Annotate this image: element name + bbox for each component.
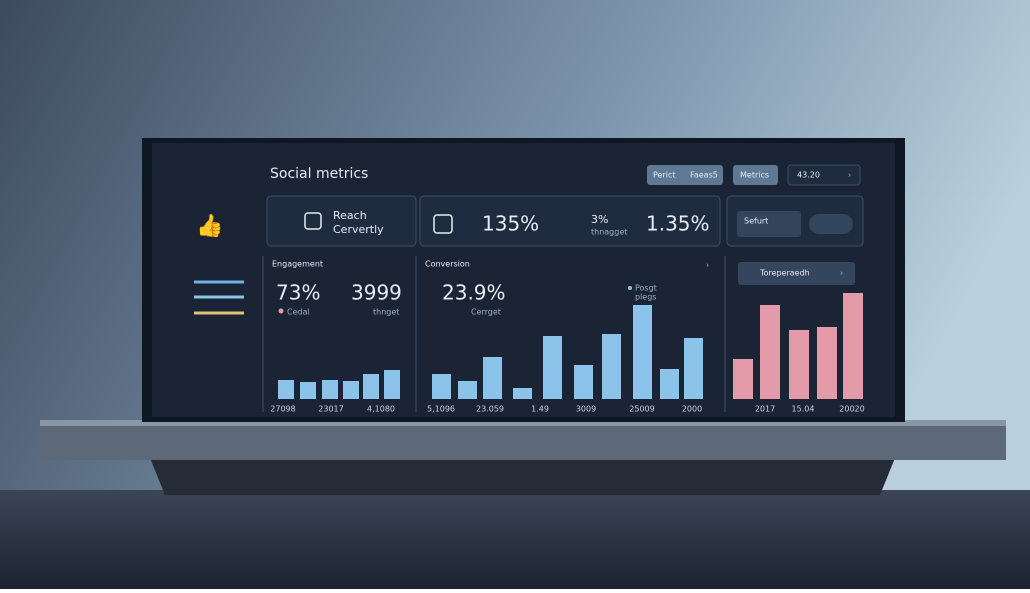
date-select[interactable] bbox=[787, 164, 861, 186]
toggle[interactable] bbox=[809, 214, 853, 234]
x-label: 20020 bbox=[839, 405, 864, 414]
bar bbox=[843, 293, 863, 399]
x-label: 15.04 bbox=[792, 405, 815, 414]
bar bbox=[789, 330, 809, 399]
legend-dot bbox=[628, 286, 632, 290]
arrow: › bbox=[706, 261, 709, 270]
metric: 23.9% bbox=[442, 281, 506, 305]
x-label: 25009 bbox=[629, 405, 654, 414]
shelf-edge bbox=[40, 420, 1006, 426]
lock-icon bbox=[304, 212, 322, 230]
bar bbox=[363, 374, 379, 399]
panel-title: Conversion bbox=[425, 260, 470, 269]
bar bbox=[432, 374, 451, 399]
x-label: 5,1096 bbox=[427, 405, 455, 414]
stat: 1.35% bbox=[646, 212, 710, 236]
x-label: 3009 bbox=[576, 405, 596, 414]
like-icon: 👍 bbox=[196, 213, 223, 239]
card-sub: Cervertly bbox=[333, 223, 384, 236]
x-label: 23.059 bbox=[476, 405, 504, 414]
select-box[interactable] bbox=[737, 211, 801, 237]
metric-label: Cedal bbox=[287, 308, 310, 317]
panel-title: Toreperaedh bbox=[759, 269, 810, 278]
bar bbox=[543, 336, 562, 399]
period-button[interactable] bbox=[647, 165, 723, 185]
panel-title: Engagement bbox=[272, 260, 323, 269]
metrics-button[interactable] bbox=[733, 165, 778, 185]
bar bbox=[817, 327, 837, 399]
bar bbox=[322, 380, 338, 399]
title: Social metrics bbox=[270, 166, 368, 182]
x-label: 4,1080 bbox=[367, 405, 395, 414]
x-label: 2000 bbox=[682, 405, 702, 414]
bar bbox=[733, 359, 753, 399]
stat-sub: thnagget bbox=[591, 228, 627, 237]
bar bbox=[760, 305, 780, 399]
bar bbox=[300, 382, 316, 399]
icon bbox=[433, 214, 453, 234]
x-label: 1.49 bbox=[531, 405, 549, 414]
card-label: Reach bbox=[333, 209, 367, 222]
chevron: › bbox=[848, 171, 851, 180]
bar bbox=[384, 370, 400, 399]
stats-card bbox=[419, 195, 721, 247]
metric-label: thnget bbox=[373, 308, 399, 317]
legend-label: Posgt bbox=[635, 284, 657, 293]
reach-card bbox=[266, 195, 417, 247]
bar bbox=[343, 381, 359, 399]
metric-label: Cerrget bbox=[471, 308, 501, 317]
bar bbox=[278, 380, 294, 399]
metric: 73% bbox=[276, 281, 320, 305]
bar bbox=[633, 305, 652, 399]
stat-small: 3% bbox=[591, 213, 608, 226]
floor bbox=[0, 490, 1030, 589]
dot bbox=[278, 308, 284, 314]
metric: 3999 bbox=[351, 281, 402, 305]
bar bbox=[458, 381, 477, 399]
trend-select[interactable] bbox=[738, 262, 855, 285]
x-label: 23017 bbox=[318, 405, 343, 414]
legend-label: plegs bbox=[635, 293, 656, 302]
bar bbox=[513, 388, 532, 399]
button-label: 43.20 bbox=[797, 171, 820, 180]
bar bbox=[574, 365, 593, 399]
stat: 135% bbox=[482, 212, 539, 236]
button-label: Perict bbox=[653, 171, 676, 180]
select-label: Sefurt bbox=[744, 217, 768, 226]
bar bbox=[602, 334, 621, 399]
x-label: 2017 bbox=[755, 405, 775, 414]
chevron: › bbox=[840, 269, 843, 278]
button-label: Metrics bbox=[740, 171, 769, 180]
stand bbox=[150, 458, 895, 495]
button-label: Faeas5 bbox=[690, 171, 718, 180]
x-label: 27098 bbox=[270, 405, 295, 414]
bar bbox=[660, 369, 679, 399]
bar bbox=[684, 338, 703, 399]
shelf bbox=[40, 420, 1006, 460]
bar bbox=[483, 357, 502, 399]
